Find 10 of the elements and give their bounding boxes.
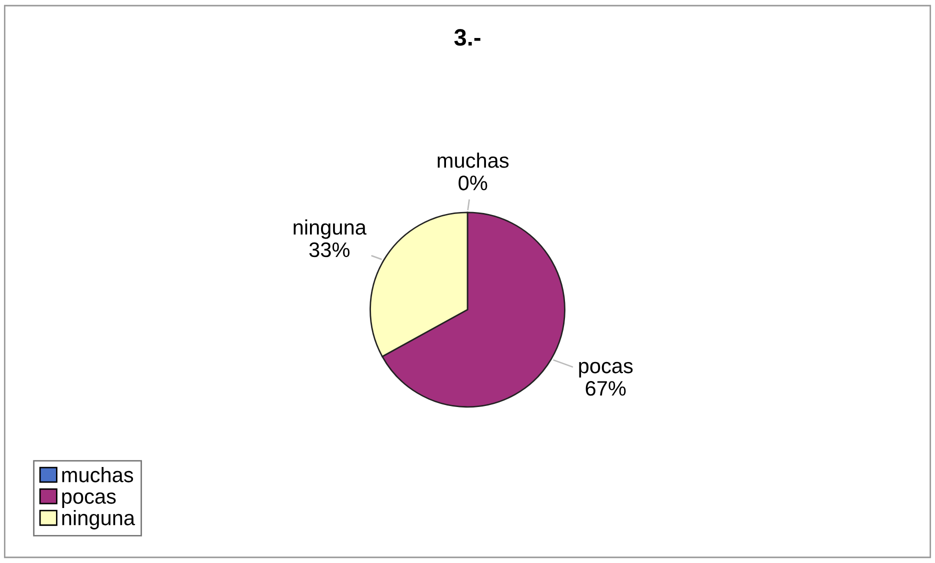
chart-title: 3.- [454, 29, 480, 46]
slice-label: ninguna [294, 219, 366, 239]
legend-label: pocas [62, 492, 116, 508]
slice-label: pocas [579, 362, 633, 378]
text: 0% [458, 176, 488, 190]
category-label: muchas [438, 152, 509, 168]
data-label: 67% [586, 381, 626, 396]
legend-label: muchas [62, 467, 134, 482]
legend-label: ninguna [62, 510, 136, 530]
data-label: 33% [309, 242, 350, 258]
